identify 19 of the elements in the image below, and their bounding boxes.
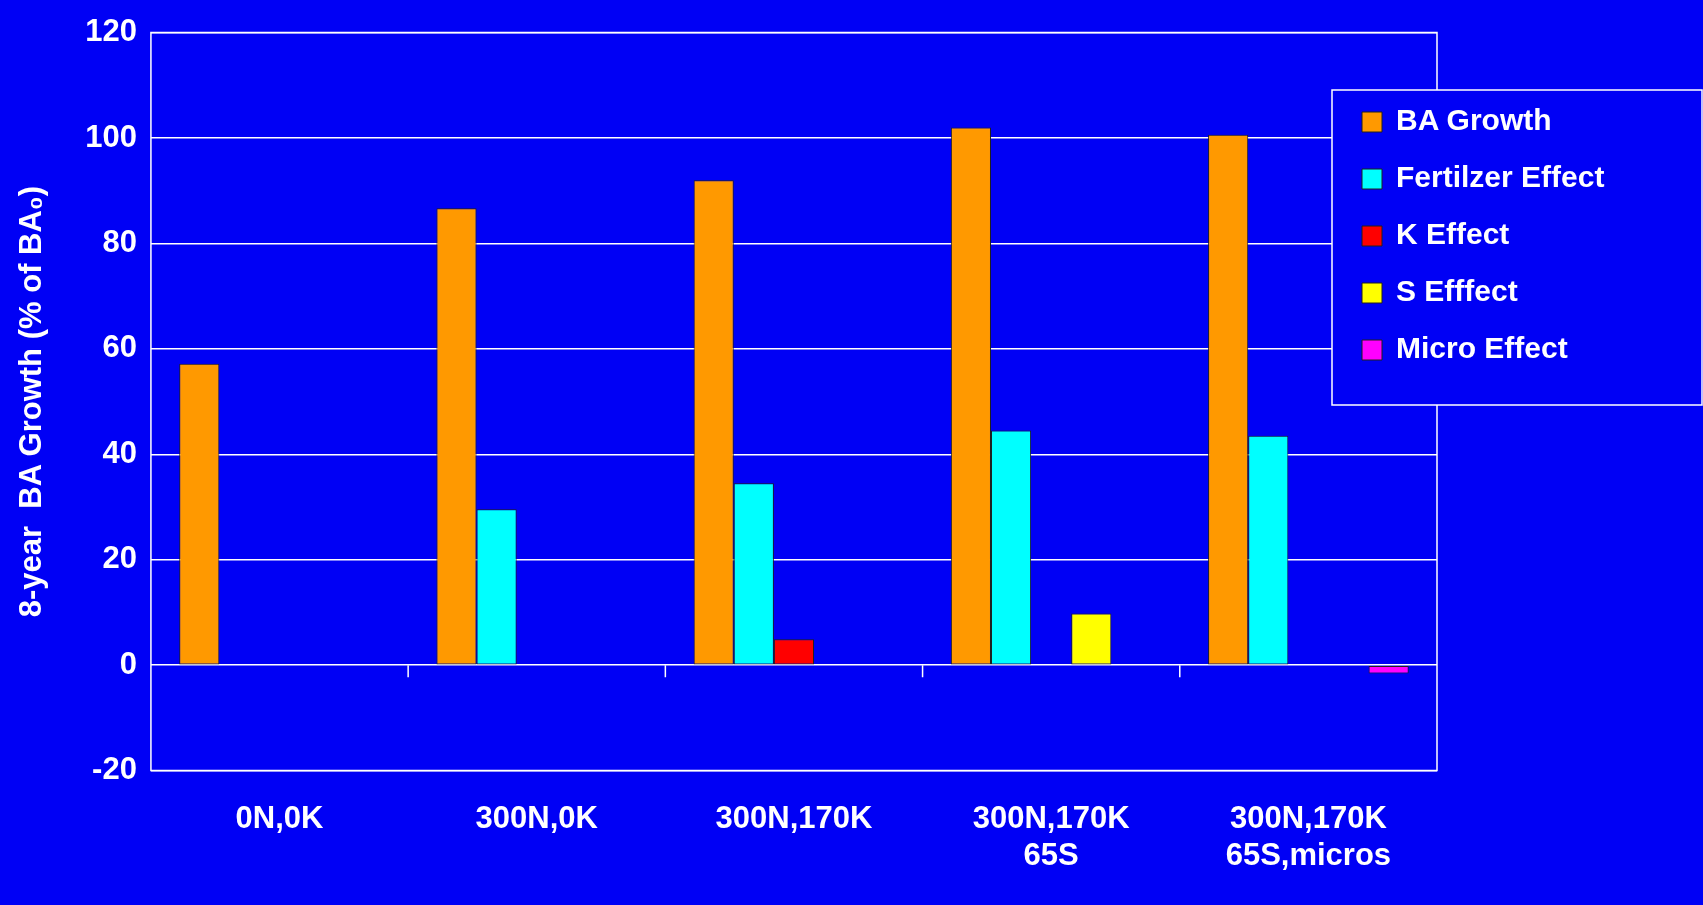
- x-tick-label: 300N,0K: [475, 799, 599, 835]
- y-tick-label: -20: [92, 751, 137, 787]
- x-tick-label: 300N,170K: [715, 799, 873, 835]
- legend-label: K Effect: [1396, 217, 1510, 251]
- y-tick-label: 40: [102, 434, 137, 470]
- y-tick-label: 120: [85, 13, 137, 49]
- legend-label: Fertilzer Effect: [1396, 160, 1605, 194]
- x-tick-label: 300N,170K 65S: [972, 799, 1131, 872]
- x-tick-label: 0N,0K: [235, 799, 325, 835]
- legend-label: Micro Effect: [1396, 331, 1568, 365]
- y-tick-label: 0: [119, 645, 137, 681]
- y-axis-title: 8-year BA Growth (% of BA₀): [13, 185, 49, 618]
- x-tick-label: 300N,170K 65S,micros: [1225, 799, 1392, 872]
- y-tick-label: 20: [102, 540, 137, 576]
- legend-label: BA Growth: [1396, 103, 1552, 137]
- legend-label: S Efffect: [1396, 274, 1518, 308]
- y-tick-label: 80: [102, 224, 137, 259]
- y-tick-label: 100: [85, 118, 137, 154]
- y-tick-label: 60: [102, 329, 137, 365]
